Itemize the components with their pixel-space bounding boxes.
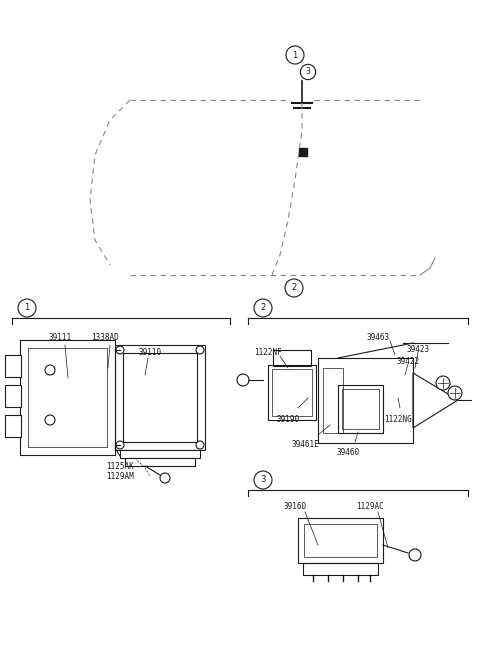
Circle shape	[285, 279, 303, 297]
Circle shape	[45, 415, 55, 425]
Bar	[20, 340, 115, 455]
Circle shape	[286, 46, 304, 64]
Bar	[303, 563, 378, 575]
Circle shape	[409, 549, 421, 561]
Circle shape	[436, 376, 450, 390]
Text: 2: 2	[291, 284, 297, 292]
Circle shape	[196, 441, 204, 449]
Bar	[5, 355, 21, 377]
Text: 39463: 39463	[366, 333, 390, 342]
Text: 39190: 39190	[276, 415, 300, 424]
Bar	[120, 450, 200, 458]
Text: 1129AM: 1129AM	[106, 472, 134, 481]
Bar	[273, 350, 311, 366]
Text: 1125AK: 1125AK	[106, 462, 134, 471]
Bar	[268, 365, 316, 420]
Circle shape	[116, 346, 124, 354]
Bar	[318, 358, 413, 443]
Circle shape	[237, 374, 249, 386]
Text: 39422: 39422	[396, 357, 420, 366]
Bar	[5, 385, 21, 407]
Bar	[298, 518, 383, 563]
Bar	[304, 524, 377, 557]
Circle shape	[448, 386, 462, 400]
Text: 3: 3	[306, 68, 311, 76]
Bar	[125, 458, 195, 466]
Bar	[272, 369, 312, 416]
Bar	[323, 368, 343, 433]
Text: 1: 1	[24, 304, 30, 313]
Bar	[338, 385, 383, 433]
Bar	[123, 353, 197, 442]
Bar	[5, 415, 21, 437]
Circle shape	[254, 471, 272, 489]
Text: 1338AD: 1338AD	[91, 333, 119, 342]
Text: 39110: 39110	[138, 348, 162, 357]
Text: 2: 2	[260, 304, 265, 313]
Circle shape	[160, 473, 170, 483]
Bar	[299, 148, 307, 156]
Text: 3: 3	[260, 476, 266, 484]
Text: 39460: 39460	[336, 448, 360, 457]
Circle shape	[300, 64, 316, 79]
Circle shape	[45, 365, 55, 375]
Circle shape	[196, 346, 204, 354]
Text: 1129AC: 1129AC	[356, 502, 384, 511]
Text: 1122NF: 1122NF	[254, 348, 282, 357]
Text: 39423: 39423	[407, 345, 430, 354]
Circle shape	[116, 441, 124, 449]
Text: 39160: 39160	[283, 502, 307, 511]
Bar	[115, 345, 205, 450]
Text: 1122NG: 1122NG	[384, 415, 412, 424]
Text: 1: 1	[292, 51, 298, 60]
Text: 39461E: 39461E	[291, 440, 319, 449]
Circle shape	[18, 299, 36, 317]
Text: 39111: 39111	[48, 333, 72, 342]
Circle shape	[254, 299, 272, 317]
Bar	[342, 389, 379, 429]
